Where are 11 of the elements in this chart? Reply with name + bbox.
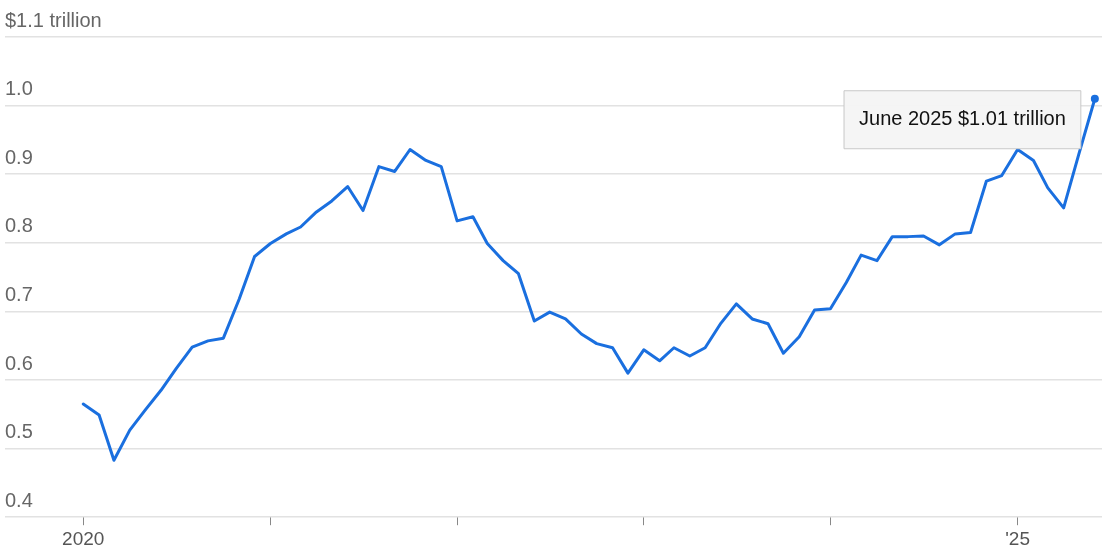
y-tick-label: 1.0 [5, 77, 33, 100]
x-tick-label: 2020 [62, 527, 105, 549]
annotation: June 2025 $1.01 trillion [859, 107, 1066, 130]
y-tick-label: 0.5 [5, 420, 33, 443]
y-tick-label: 0.9 [5, 145, 33, 168]
y-tick-label: 0.4 [5, 488, 33, 511]
x-tick-label: '25 [1005, 527, 1030, 549]
y-tick-label: 0.6 [5, 351, 33, 374]
y-tick-label: 0.7 [5, 282, 33, 305]
y-tick-label: 0.8 [5, 214, 33, 237]
y-tick-label: $1.1 trillion [5, 8, 102, 31]
